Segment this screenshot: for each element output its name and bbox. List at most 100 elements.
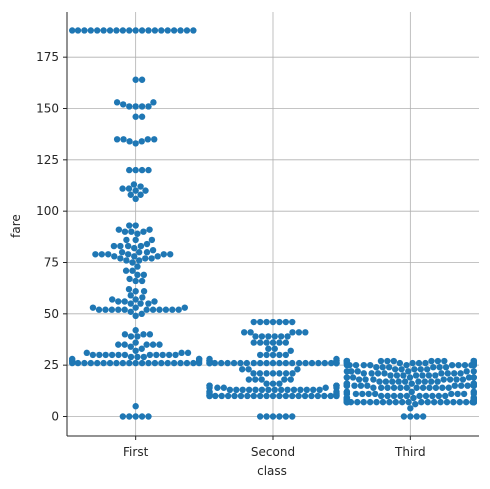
- data-point: [89, 351, 97, 359]
- data-point: [144, 136, 152, 143]
- data-point: [348, 368, 355, 375]
- data-point: [386, 398, 393, 406]
- data-point: [276, 339, 283, 346]
- data-point: [178, 349, 185, 357]
- data-point: [391, 366, 399, 373]
- data-point: [376, 378, 383, 385]
- data-point: [140, 331, 147, 338]
- data-point: [410, 394, 417, 402]
- data-point: [134, 230, 141, 237]
- data-point: [276, 359, 283, 367]
- data-point: [426, 384, 433, 391]
- data-point: [367, 361, 374, 369]
- data-point: [158, 27, 165, 34]
- data-point: [81, 27, 88, 34]
- data-point: [145, 300, 152, 307]
- data-point: [389, 378, 396, 385]
- data-point: [390, 357, 397, 365]
- data-point: [87, 359, 95, 367]
- data-point: [132, 304, 139, 311]
- data-point: [211, 359, 218, 367]
- data-point: [256, 318, 264, 326]
- data-point: [96, 351, 103, 359]
- data-point: [135, 257, 143, 264]
- data-point: [130, 181, 138, 188]
- data-point: [220, 384, 228, 391]
- data-point: [132, 236, 139, 244]
- data-point: [454, 390, 461, 398]
- data-point: [441, 357, 448, 365]
- data-point: [442, 392, 449, 400]
- data-point: [360, 361, 368, 369]
- data-point: [438, 370, 445, 377]
- data-point: [245, 366, 252, 373]
- data-point: [230, 359, 238, 367]
- data-point: [269, 318, 277, 326]
- data-point: [405, 368, 412, 375]
- data-point: [160, 251, 167, 258]
- data-point: [271, 333, 278, 340]
- data-point: [138, 345, 145, 352]
- data-point: [123, 236, 130, 244]
- data-point: [430, 398, 438, 406]
- data-point: [277, 386, 285, 393]
- data-point: [354, 368, 361, 375]
- data-point: [276, 380, 283, 387]
- data-point: [457, 370, 464, 377]
- data-point: [282, 392, 290, 400]
- data-point: [237, 359, 244, 367]
- data-point: [421, 378, 429, 385]
- data-point: [154, 253, 161, 260]
- data-point: [231, 392, 238, 400]
- data-point: [400, 372, 407, 379]
- y-tick-label: 0: [51, 409, 59, 423]
- data-point: [289, 359, 296, 367]
- data-point: [69, 27, 76, 34]
- data-point: [121, 341, 128, 348]
- data-point: [379, 398, 387, 406]
- data-point: [282, 318, 290, 326]
- data-point: [126, 103, 133, 110]
- data-point: [263, 318, 270, 326]
- data-point: [327, 392, 334, 400]
- data-point: [132, 347, 139, 354]
- data-point: [445, 384, 452, 391]
- data-point: [413, 384, 420, 391]
- data-point: [172, 351, 179, 359]
- data-point: [167, 251, 174, 258]
- data-point: [418, 398, 425, 406]
- data-point: [412, 400, 419, 408]
- data-point: [397, 384, 404, 391]
- data-point: [138, 27, 146, 34]
- data-point: [384, 392, 391, 400]
- data-point: [164, 27, 171, 34]
- data-point: [443, 398, 451, 406]
- data-point: [360, 398, 367, 406]
- data-point: [135, 249, 143, 256]
- data-point: [177, 27, 184, 34]
- data-point: [153, 351, 160, 359]
- y-tick-label: 150: [36, 102, 59, 116]
- data-point: [138, 113, 146, 120]
- data-point: [69, 355, 76, 363]
- data-point: [390, 384, 398, 391]
- data-point: [263, 380, 270, 387]
- data-point: [398, 398, 406, 406]
- data-point: [343, 368, 351, 375]
- data-point: [145, 27, 152, 34]
- data-point: [115, 306, 122, 313]
- y-tick-label: 100: [36, 204, 59, 218]
- data-point: [83, 349, 91, 357]
- data-point: [432, 372, 439, 379]
- data-point: [378, 392, 385, 400]
- data-point: [131, 253, 138, 260]
- data-point: [137, 183, 144, 190]
- data-point: [151, 359, 159, 367]
- data-point: [256, 370, 264, 377]
- data-point: [151, 298, 158, 305]
- data-point: [190, 359, 197, 367]
- data-point: [450, 398, 457, 406]
- data-point: [132, 113, 139, 120]
- data-point: [102, 351, 109, 359]
- data-point: [269, 359, 277, 367]
